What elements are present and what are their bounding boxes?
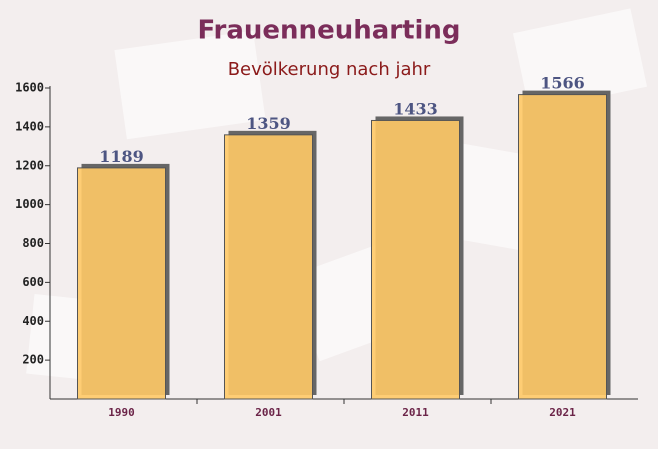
bar xyxy=(77,167,166,400)
bar xyxy=(224,134,313,400)
value-label: 1566 xyxy=(540,74,585,93)
bar xyxy=(518,94,607,400)
bar xyxy=(371,119,460,400)
value-label: 1433 xyxy=(393,99,438,118)
x-tick-label: 2001 xyxy=(255,406,282,419)
x-tick-label: 2011 xyxy=(402,406,429,419)
y-tick-label: 400 xyxy=(22,314,44,328)
y-tick-label: 800 xyxy=(22,236,44,250)
value-label: 1189 xyxy=(99,147,144,166)
chart-title: Frauenneuharting xyxy=(197,16,460,46)
x-tick-label: 2021 xyxy=(549,406,576,419)
y-tick-label: 1000 xyxy=(15,197,44,211)
chart-subtitle: Bevölkerung nach jahr xyxy=(228,59,431,80)
y-tick-label: 1400 xyxy=(15,119,44,133)
value-label: 1359 xyxy=(246,114,291,133)
y-tick-label: 200 xyxy=(22,353,44,367)
y-tick-label: 600 xyxy=(22,275,44,289)
y-tick-label: 1600 xyxy=(15,81,44,95)
x-tick-label: 1990 xyxy=(108,406,135,419)
y-tick-label: 1200 xyxy=(15,158,44,172)
